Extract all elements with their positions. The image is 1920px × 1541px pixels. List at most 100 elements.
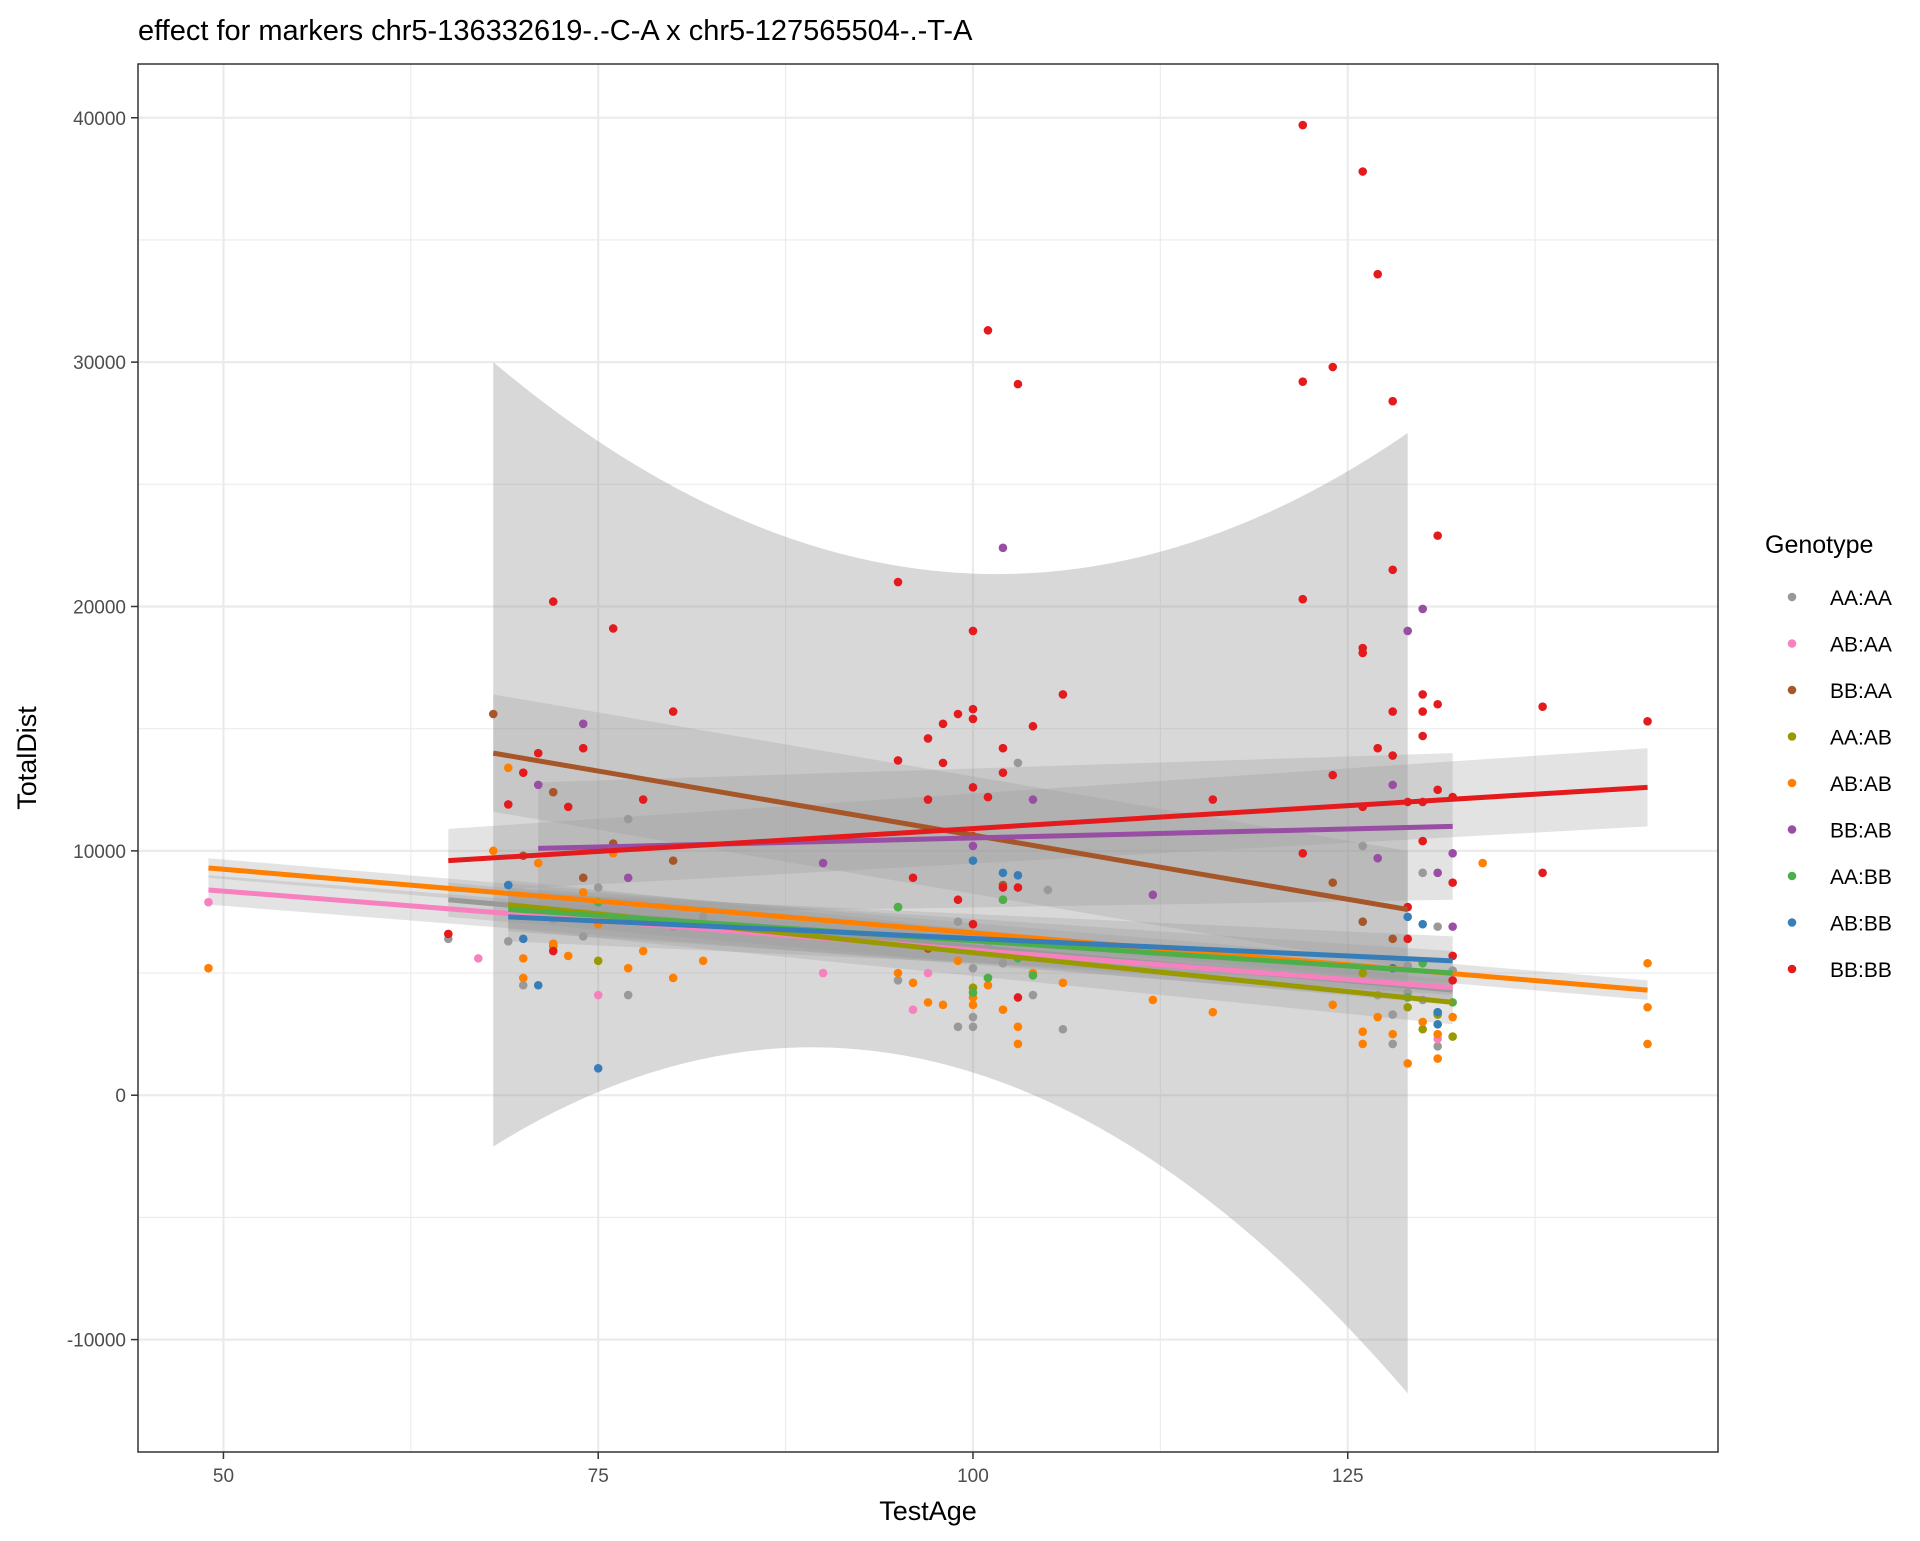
point-ab-ab: [953, 956, 963, 966]
point-bb-ab: [533, 780, 543, 790]
point-ab-ab: [893, 968, 903, 978]
point-ab-ab: [1358, 1039, 1368, 1049]
legend-label-ab-bb: AB:BB: [1830, 913, 1892, 936]
point-aa-aa: [1388, 1010, 1398, 1019]
legend-key-aa-bb: [1787, 871, 1797, 881]
legend-key-bb-bb: [1787, 964, 1797, 974]
point-bb-ab: [1373, 853, 1383, 863]
legend-title: Genotype: [1765, 531, 1873, 559]
plot-border: [137, 63, 1719, 1453]
point-bb-bb: [953, 895, 963, 905]
x-tick-label: 75: [588, 1466, 609, 1487]
point-bb-ab: [998, 543, 1008, 553]
point-aa-aa: [893, 976, 903, 985]
point-bb-bb: [938, 758, 948, 768]
point-aa-aa: [968, 963, 978, 973]
point-bb-bb: [1358, 648, 1368, 658]
point-ab-aa: [204, 897, 213, 907]
point-bb-ab: [1448, 922, 1457, 931]
point-bb-ab: [1448, 849, 1457, 858]
point-aa-aa: [1043, 885, 1053, 895]
point-bb-ab: [1433, 868, 1442, 878]
point-bb-bb: [968, 714, 978, 724]
point-bb-bb: [1013, 883, 1023, 892]
point-bb-bb: [1448, 951, 1457, 961]
point-aa-aa: [968, 1022, 978, 1032]
point-bb-bb: [1403, 934, 1412, 944]
point-bb-bb: [983, 792, 993, 802]
point-aa-bb: [968, 988, 978, 997]
point-bb-bb: [968, 919, 978, 929]
point-ab-bb: [998, 868, 1008, 878]
point-bb-bb: [608, 624, 618, 633]
legend-label-aa-aa: AA:AA: [1830, 587, 1892, 610]
point-ab-ab: [1433, 1054, 1442, 1063]
point-bb-bb: [953, 709, 963, 719]
legend-label-bb-bb: BB:BB: [1830, 959, 1892, 982]
point-bb-bb: [1373, 269, 1383, 279]
point-ab-ab: [1388, 1029, 1398, 1039]
point-bb-bb: [563, 802, 573, 812]
point-bb-bb: [638, 795, 648, 804]
point-bb-aa: [578, 873, 588, 883]
point-bb-ab: [623, 873, 633, 883]
point-ab-ab: [1148, 995, 1158, 1005]
point-aa-aa: [1388, 1039, 1398, 1049]
point-bb-aa: [1328, 878, 1338, 887]
y-axis-title: TotalDist: [12, 706, 42, 810]
point-ab-ab: [1643, 958, 1652, 968]
point-ab-ab: [638, 946, 648, 956]
point-bb-bb: [1388, 751, 1398, 760]
point-aa-aa: [953, 1022, 963, 1032]
point-bb-bb: [893, 577, 903, 587]
point-bb-bb: [1538, 702, 1547, 711]
point-bb-bb: [1388, 565, 1398, 575]
point-ab-bb: [503, 880, 513, 890]
confidence-bands-wide: [493, 362, 1408, 1394]
point-bb-bb: [968, 626, 978, 636]
point-ab-aa: [473, 954, 483, 963]
point-bb-ab: [1148, 890, 1158, 900]
point-ab-ab: [1328, 1000, 1338, 1010]
point-aa-aa: [1433, 1042, 1442, 1051]
point-bb-bb: [1328, 770, 1338, 780]
point-aa-bb: [983, 973, 993, 983]
point-bb-bb: [548, 597, 558, 606]
point-bb-bb: [1418, 731, 1427, 741]
y-tick-label: 30000: [73, 353, 126, 374]
y-tick-label: 40000: [73, 109, 126, 130]
x-axis-title: TestAge: [879, 1496, 977, 1526]
point-bb-bb: [1418, 836, 1427, 846]
point-aa-aa: [998, 958, 1008, 968]
x-axis-ticks: 50 75 100 125: [213, 1452, 1364, 1487]
point-bb-bb: [1418, 690, 1427, 699]
point-bb-bb: [1448, 878, 1457, 887]
legend-label-ab-ab: AB:AB: [1830, 773, 1892, 796]
point-ab-ab: [204, 963, 213, 973]
wide-confidence-band: [493, 362, 1408, 1394]
point-ab-ab: [1643, 1039, 1652, 1049]
point-ab-aa: [908, 1005, 918, 1014]
point-ab-ab: [503, 763, 513, 773]
y-tick-label: 10000: [73, 842, 126, 863]
point-ab-ab: [488, 846, 498, 856]
point-bb-bb: [908, 873, 918, 883]
point-bb-bb: [1013, 993, 1023, 1002]
point-bb-bb: [518, 768, 528, 777]
point-ab-ab: [1433, 1029, 1442, 1039]
point-bb-bb: [998, 883, 1008, 892]
point-bb-bb: [444, 929, 453, 939]
point-aa-ab: [1403, 1002, 1412, 1012]
point-aa-aa: [503, 936, 513, 946]
point-bb-bb: [893, 756, 903, 765]
point-bb-bb: [998, 743, 1008, 753]
point-bb-bb: [1433, 531, 1442, 540]
point-aa-ab: [1418, 1024, 1427, 1034]
point-ab-ab: [968, 1000, 978, 1010]
point-bb-bb: [578, 743, 588, 753]
point-ab-ab: [1448, 1012, 1457, 1022]
point-ab-ab: [1418, 1017, 1427, 1027]
point-bb-ab: [1403, 626, 1412, 636]
